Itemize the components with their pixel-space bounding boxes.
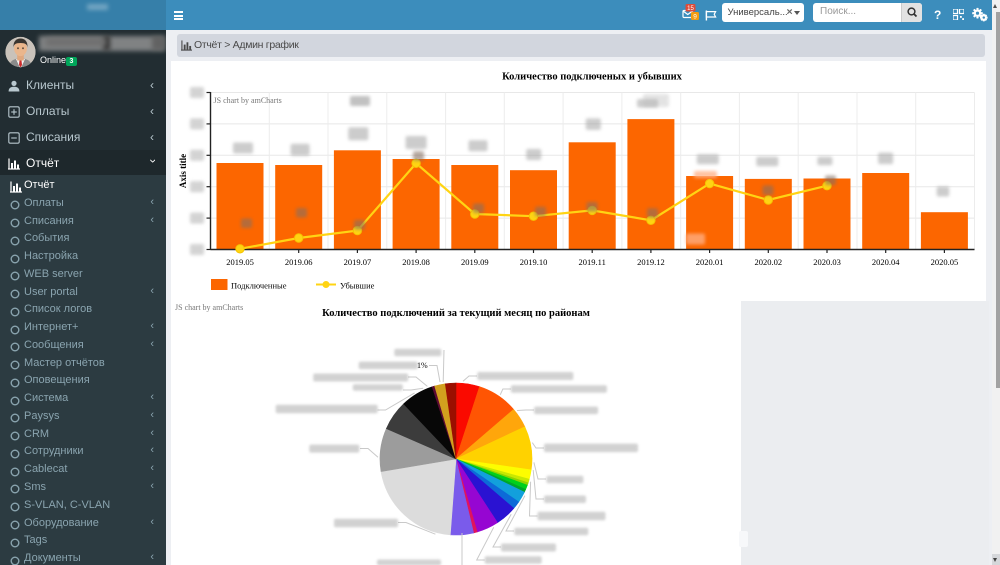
svg-text:1%: 1% — [417, 361, 428, 370]
svg-text:2020.03: 2020.03 — [813, 257, 841, 267]
svg-text:2020.02: 2020.02 — [754, 257, 782, 267]
svg-text:Axis title: Axis title — [178, 154, 188, 188]
svg-text:Количество подключеных и убывш: Количество подключеных и убывших — [502, 72, 683, 83]
svg-text:15: 15 — [687, 6, 694, 12]
svg-text:2019.06: 2019.06 — [285, 257, 313, 267]
svg-text:2019.08: 2019.08 — [402, 257, 430, 267]
svg-text:2020.05: 2020.05 — [931, 257, 959, 267]
svg-text:Убывшие: Убывшие — [340, 281, 375, 291]
svg-text:2020.04: 2020.04 — [872, 257, 900, 267]
svg-text:2019.12: 2019.12 — [637, 257, 665, 267]
svg-text:2019.10: 2019.10 — [520, 257, 548, 267]
svg-text:2019.05: 2019.05 — [226, 257, 254, 267]
svg-text:Подключенные: Подключенные — [231, 281, 287, 291]
svg-text:2019.11: 2019.11 — [579, 257, 606, 267]
svg-text:9: 9 — [693, 14, 697, 21]
svg-text:2020.01: 2020.01 — [696, 257, 724, 267]
svg-text:JS chart by amCharts: JS chart by amCharts — [214, 96, 282, 105]
svg-text:Количество подключений за теку: Количество подключений за текущий месяц … — [322, 308, 590, 319]
svg-text:JS chart by amCharts: JS chart by amCharts — [175, 303, 243, 312]
svg-text:2019.07: 2019.07 — [344, 257, 372, 267]
svg-text:2019.09: 2019.09 — [461, 257, 489, 267]
